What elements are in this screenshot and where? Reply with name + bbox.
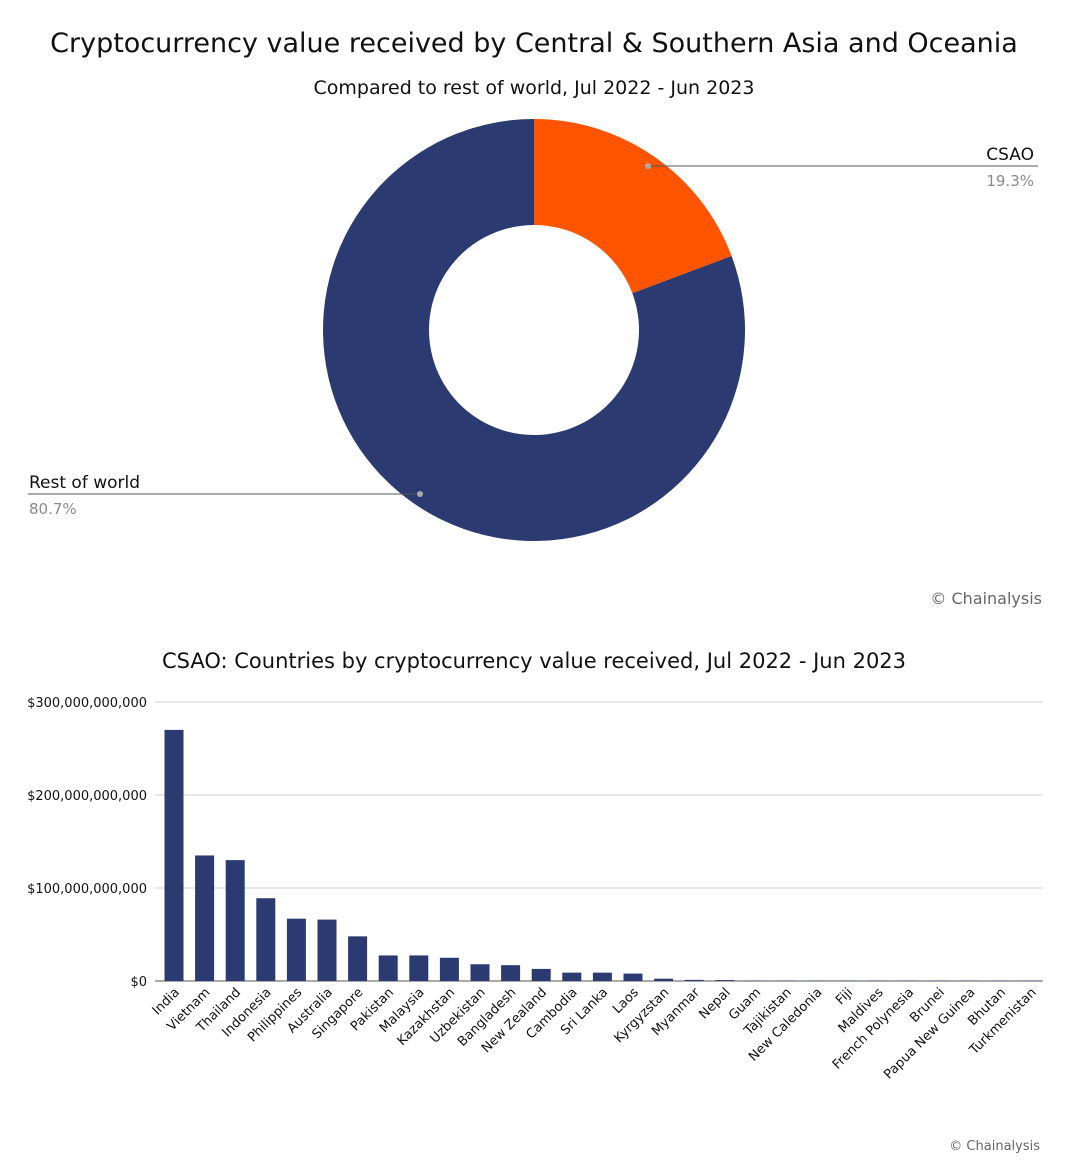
bar-bangladesh: [501, 965, 521, 981]
slice-percent-rest-of-world: 80.7%: [29, 500, 77, 518]
donut-chart-title: Cryptocurrency value received by Central…: [50, 28, 1018, 59]
bar-thailand: [225, 860, 245, 981]
x-tick-label-nepal: Nepal: [696, 985, 733, 1022]
leader-dot-rest-of-world: [417, 491, 423, 497]
bar-australia: [317, 919, 337, 981]
donut-chart: CSAO 19.3% Rest of world 80.7%: [28, 119, 1038, 541]
y-tick-label: $200,000,000,000: [27, 789, 147, 804]
y-tick-label: $300,000,000,000: [27, 696, 147, 711]
bar-india: [164, 729, 184, 981]
x-tick-label-fiji: Fiji: [833, 985, 856, 1008]
donut-chart-credit: © Chainalysis: [930, 589, 1042, 608]
bar-malaysia: [409, 955, 429, 981]
bar-kazakhstan: [439, 957, 459, 981]
bar-philippines: [286, 918, 306, 981]
bar-chart: $0 $100,000,000,000 $200,000,000,000 $300,0…: [27, 696, 1043, 1082]
bar-tajikistan: [776, 980, 796, 981]
slice-label-csao: CSAO: [986, 145, 1034, 165]
bar-brunei: [929, 980, 949, 981]
bar-new-zealand: [531, 968, 551, 981]
bar-singapore: [348, 936, 368, 981]
bar-french-polynesia: [898, 980, 918, 981]
bar-vietnam: [195, 855, 215, 981]
bar-myanmar: [684, 979, 704, 981]
bar-sri-lanka: [592, 972, 612, 981]
slice-label-rest-of-world: Rest of world: [29, 473, 140, 493]
y-tick-label: $0: [130, 975, 147, 990]
y-tick-label: $100,000,000,000: [27, 882, 147, 897]
bar-kyrgyzstan: [654, 978, 674, 981]
bar-papua-new-guinea: [960, 980, 980, 981]
donut-chart-subtitle: Compared to rest of world, Jul 2022 - Ju…: [313, 77, 755, 99]
bar-pakistan: [378, 955, 398, 981]
bar-bhutan: [990, 980, 1010, 981]
bar-new-caledonia: [807, 980, 827, 981]
leader-dot-csao: [645, 163, 651, 169]
bar-cambodia: [562, 972, 582, 981]
bar-fiji: [837, 980, 857, 981]
bar-guam: [745, 980, 765, 981]
donut-slice-rest-of-world: [322, 119, 745, 541]
bar-maldives: [868, 980, 888, 981]
bar-nepal: [715, 980, 735, 981]
bar-laos: [623, 973, 643, 981]
bar-uzbekistan: [470, 964, 490, 981]
bar-indonesia: [256, 898, 276, 981]
bar-turkmenistan: [1021, 980, 1041, 981]
donut-slice-csao: [534, 119, 732, 294]
slice-percent-csao: 19.3%: [986, 172, 1034, 190]
bar-chart-title: CSAO: Countries by cryptocurrency value …: [161, 649, 907, 673]
bar-chart-credit: © Chainalysis: [949, 1139, 1040, 1154]
